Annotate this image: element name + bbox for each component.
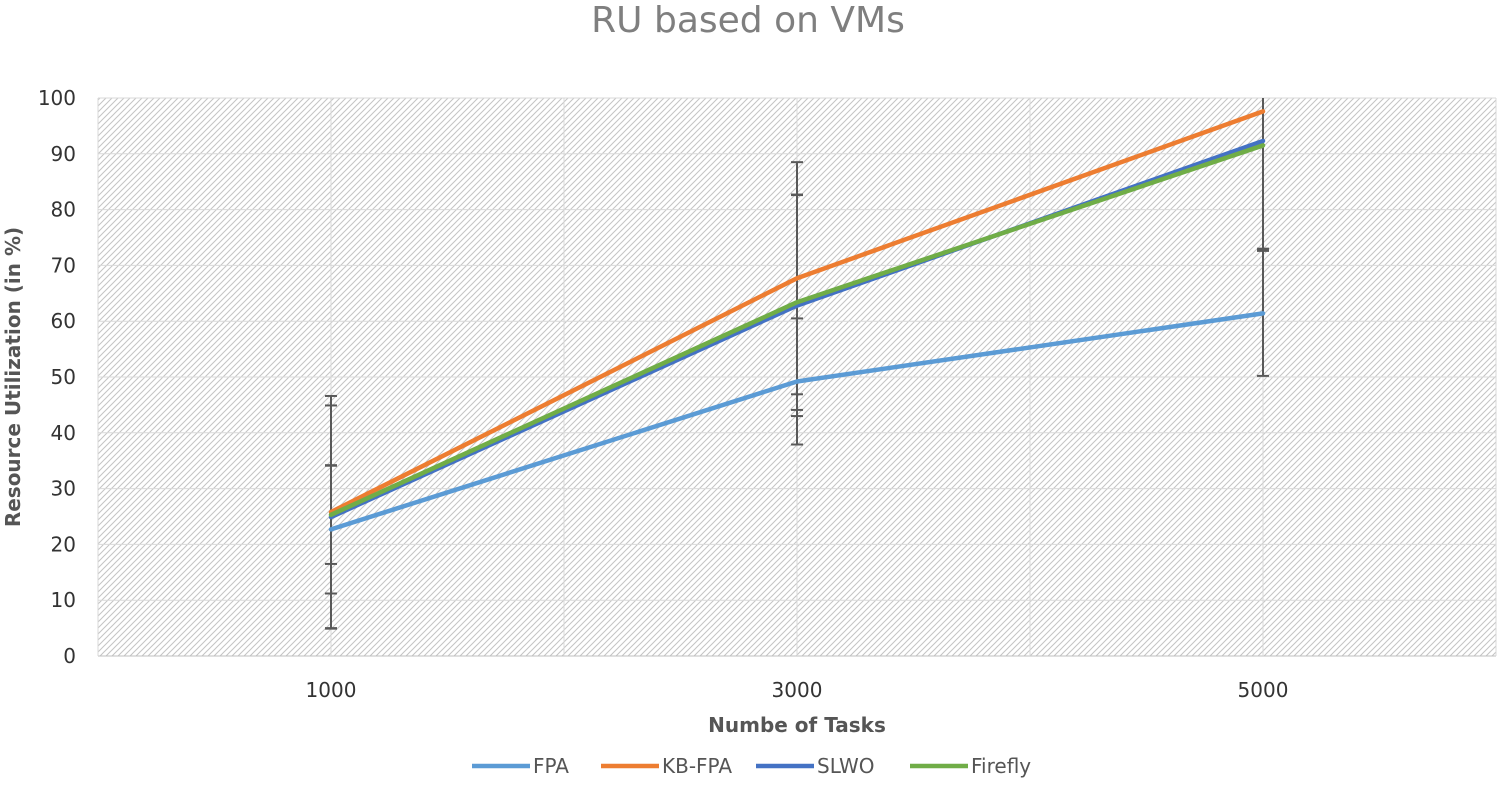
- y-tick-label-70: 70: [51, 253, 76, 277]
- legend-label: SLWO: [817, 754, 875, 778]
- legend-item-fpa: FPA: [472, 754, 569, 778]
- series-line-kb-fpa: [328, 109, 1266, 515]
- legend-label: FPA: [533, 754, 569, 778]
- legend-item-kb-fpa: KB-FPA: [601, 754, 732, 778]
- y-tick-label-80: 80: [51, 198, 76, 222]
- y-tick-label-20: 20: [51, 532, 76, 556]
- error-bar-firefly-5000: [1257, 98, 1269, 251]
- series-line-fpa: [328, 311, 1266, 532]
- y-axis-label: Resource Utilization (in %): [1, 227, 25, 527]
- legend-label: Firefly: [971, 754, 1031, 778]
- y-axis-ticks: 0 10 20 30 40 50 60 70 80 90 100: [38, 86, 76, 668]
- y-tick-label-60: 60: [51, 309, 76, 333]
- y-tick-label-0: 0: [63, 644, 76, 668]
- x-tick-label-3000: 3000: [772, 678, 823, 702]
- y-tick-label-10: 10: [51, 588, 76, 612]
- legend-item-firefly: Firefly: [910, 754, 1031, 778]
- x-axis-ticks: 1000 3000 5000: [306, 678, 1289, 702]
- chart-title: RU based on VMs: [591, 0, 905, 41]
- y-tick-label-50: 50: [51, 365, 76, 389]
- y-tick-label-90: 90: [51, 142, 76, 166]
- series-lines: [328, 109, 1266, 532]
- x-axis-label: Numbe of Tasks: [708, 713, 886, 737]
- y-tick-label-30: 30: [51, 477, 76, 501]
- legend: FPA KB-FPA SLWO Firefly: [472, 754, 1031, 778]
- x-tick-label-5000: 5000: [1238, 678, 1289, 702]
- series-line-firefly: [328, 143, 1266, 518]
- x-tick-label-1000: 1000: [306, 678, 357, 702]
- legend-item-slwo: SLWO: [756, 754, 875, 778]
- legend-label: KB-FPA: [662, 754, 732, 778]
- y-tick-label-100: 100: [38, 86, 76, 110]
- y-tick-label-40: 40: [51, 421, 76, 445]
